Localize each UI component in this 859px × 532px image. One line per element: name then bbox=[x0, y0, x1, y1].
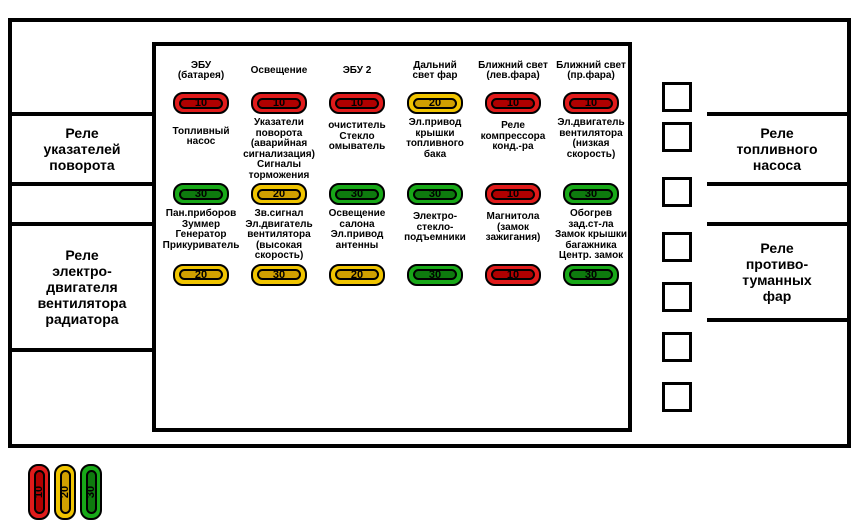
fuse: 20 bbox=[329, 264, 385, 286]
fuse-value: 10 bbox=[195, 97, 207, 109]
fuse: 10 bbox=[485, 92, 541, 114]
fuse-grid: ЭБУ (батарея) Освещение ЭБУ 2 Дальний свет … bbox=[162, 52, 630, 290]
fuse-label: Эл.двигатель вентилятора (низкая скорост… bbox=[556, 118, 625, 160]
fuse-value: 10 bbox=[507, 97, 519, 109]
fuse-value: 20 bbox=[429, 97, 441, 109]
fuse-label: ЭБУ 2 bbox=[342, 52, 373, 90]
relay-slot bbox=[662, 282, 692, 312]
relay-slot bbox=[662, 382, 692, 412]
fuse: 30 bbox=[563, 264, 619, 286]
fuse: 20 bbox=[54, 464, 76, 520]
fuse: 30 bbox=[329, 183, 385, 205]
fuse-value: 20 bbox=[195, 269, 207, 281]
fuse-label: Пан.приборов Зуммер Генератор Прикуриват… bbox=[162, 209, 241, 251]
fuse: 30 bbox=[563, 183, 619, 205]
fuse-value: 20 bbox=[273, 188, 285, 200]
fuse-label: Обогрев зад.ст-ла Замок крышки багажника… bbox=[552, 209, 630, 262]
relay-slot bbox=[662, 82, 692, 112]
fuse-value: 30 bbox=[429, 269, 441, 281]
fuse-value: 10 bbox=[507, 269, 519, 281]
fuse-value: 10 bbox=[351, 97, 363, 109]
fuse-value: 30 bbox=[585, 188, 597, 200]
fuse: 10 bbox=[173, 92, 229, 114]
fuse: 10 bbox=[485, 264, 541, 286]
fuse-value: 10 bbox=[33, 486, 45, 498]
fuse-label: Топливный насос bbox=[171, 118, 230, 156]
relay-slot bbox=[662, 332, 692, 362]
fuse-label: Ближний свет (пр.фара) bbox=[555, 52, 627, 90]
fusebox-outline: Реле указателей поворота Реле электро- д… bbox=[8, 18, 851, 448]
fuse-value: 30 bbox=[85, 486, 97, 498]
fuse-label: Магнитола (замок зажигания) bbox=[485, 209, 542, 247]
fuse-label: Реле компрессора конд.-ра bbox=[480, 118, 547, 156]
fuse-label: ЭБУ (батарея) bbox=[177, 52, 225, 90]
fuse-value: 30 bbox=[585, 269, 597, 281]
fuse: 30 bbox=[173, 183, 229, 205]
fuse: 20 bbox=[173, 264, 229, 286]
relay-slot bbox=[662, 232, 692, 262]
fuse: 10 bbox=[251, 92, 307, 114]
relay-slot bbox=[662, 177, 692, 207]
fuse: 30 bbox=[407, 183, 463, 205]
relay-turn-signals: Реле указателей поворота bbox=[8, 112, 152, 186]
fuse-label: Зв.сигнал Эл.двигатель вентилятора (высо… bbox=[244, 209, 313, 262]
fuse-label: Эл.привод крышки топливного бака bbox=[405, 118, 465, 160]
fuse-label: Электро- стекло- подъемники bbox=[403, 209, 467, 247]
fuse-value: 30 bbox=[195, 188, 207, 200]
fuse-value: 30 bbox=[351, 188, 363, 200]
fuse: 10 bbox=[563, 92, 619, 114]
fuse: 30 bbox=[407, 264, 463, 286]
fuse-value: 20 bbox=[351, 269, 363, 281]
fuse-label: Освещение bbox=[250, 52, 309, 90]
fuse: 10 bbox=[485, 183, 541, 205]
fuse: 30 bbox=[251, 264, 307, 286]
relay-radiator-fan: Реле электро- двигателя вентилятора ради… bbox=[8, 222, 152, 352]
fuse: 20 bbox=[407, 92, 463, 114]
relay-fog-lights: Реле противо- туманных фар bbox=[707, 222, 851, 322]
fuse-legend: 10 20 30 bbox=[28, 462, 851, 524]
fuse: 10 bbox=[329, 92, 385, 114]
fuse-value: 30 bbox=[273, 269, 285, 281]
fuse-label: очиститель Стекло омыватель bbox=[327, 118, 386, 156]
fuse-panel: ЭБУ (батарея) Освещение ЭБУ 2 Дальний свет … bbox=[152, 42, 632, 432]
fuse-label: Ближний свет (лев.фара) bbox=[477, 52, 549, 90]
fuse-value: 10 bbox=[507, 188, 519, 200]
fuse-label: Дальний свет фар bbox=[411, 52, 458, 90]
fuse-value: 10 bbox=[273, 97, 285, 109]
fuse-value: 20 bbox=[59, 486, 71, 498]
relay-fuel-pump: Реле топливного насоса bbox=[707, 112, 851, 186]
fuse-value: 30 bbox=[429, 188, 441, 200]
fuse-label: Освещение салона Эл.привод антенны bbox=[328, 209, 387, 251]
fuse-value: 10 bbox=[585, 97, 597, 109]
fuse-label: Указатели поворота (аварийная сигнализац… bbox=[242, 118, 316, 181]
fuse: 30 bbox=[80, 464, 102, 520]
fuse: 20 bbox=[251, 183, 307, 205]
relay-slot bbox=[662, 122, 692, 152]
fuse: 10 bbox=[28, 464, 50, 520]
